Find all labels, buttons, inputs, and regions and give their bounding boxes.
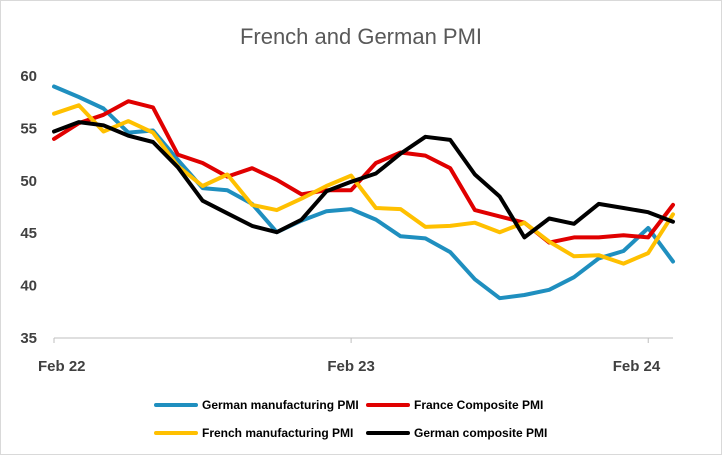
series-line-3 [52, 103, 675, 266]
y-tick-label: 55 [20, 120, 37, 137]
y-tick-label: 40 [20, 278, 37, 295]
x-tick-label: Feb 23 [327, 358, 375, 375]
axes: 35 40 45 50 55 60 Feb 22 Feb 23 Feb 24 [20, 68, 673, 375]
x-tick-label: Feb 24 [613, 358, 661, 375]
legend: German manufacturing PMI France Composite… [154, 398, 547, 440]
chart-title: French and German PMI [240, 24, 482, 49]
x-tick-label: Feb 22 [38, 358, 86, 375]
y-tick-label: 60 [20, 68, 37, 85]
legend-label: French manufacturing PMI [202, 426, 353, 440]
legend-label: German manufacturing PMI [202, 398, 359, 412]
series-line-4 [52, 120, 675, 240]
y-tick-label: 45 [20, 225, 37, 242]
y-tick-label: 35 [20, 330, 37, 347]
legend-label: German composite PMI [414, 426, 547, 440]
y-tick-label: 50 [20, 173, 37, 190]
series-lines [52, 84, 675, 301]
legend-label: France Composite PMI [414, 398, 543, 412]
